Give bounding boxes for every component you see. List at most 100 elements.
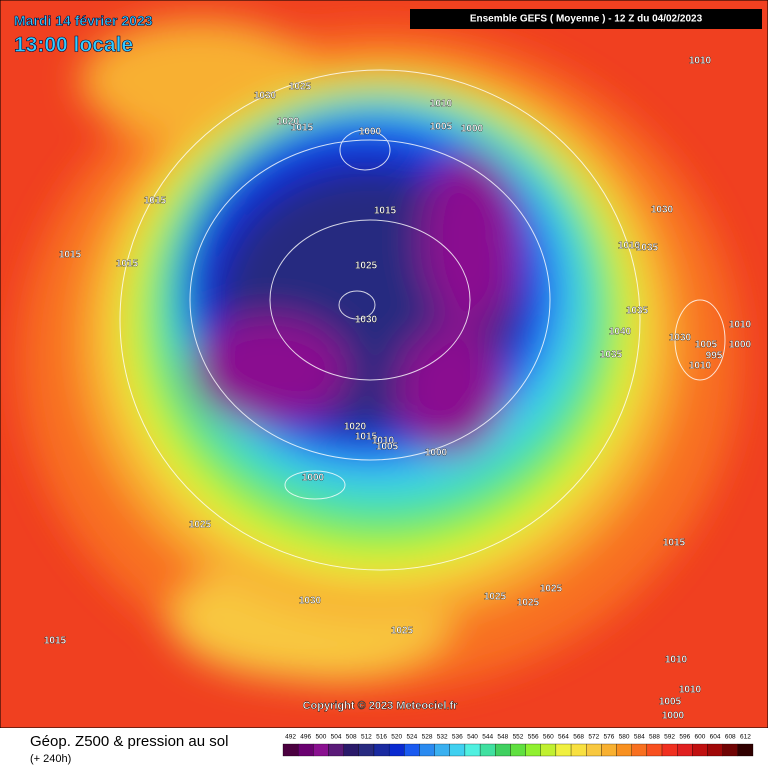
legend-value: 600 <box>695 734 706 741</box>
legend-value: 588 <box>649 734 660 741</box>
legend-value: 500 <box>315 734 326 741</box>
isobar-label: 1015 <box>44 636 67 647</box>
isobar-label: 1005 <box>430 122 453 133</box>
isobar-label: 1035 <box>636 243 659 254</box>
isobar-label: 1030 <box>669 333 692 344</box>
isobar-label: 1035 <box>626 306 649 317</box>
legend-swatch <box>510 743 526 757</box>
legend-swatch <box>525 743 541 757</box>
legend-value: 560 <box>543 734 554 741</box>
footer-lead: (+ 240h) <box>30 753 71 765</box>
isobar-label: 1010 <box>689 56 712 67</box>
legend-value: 548 <box>497 734 508 741</box>
isobar-label: 1015 <box>59 250 82 261</box>
legend-swatch <box>631 743 648 757</box>
legend-swatch <box>328 743 344 757</box>
isobar-label: 1000 <box>302 473 325 484</box>
legend: 492 496 500 504 508 512 516 520 524 528 532 536 540 5… <box>282 734 754 757</box>
isobar-label: 1000 <box>425 448 448 459</box>
legend-swatch <box>373 743 390 757</box>
legend-swatch <box>646 743 663 757</box>
isobar-label: 1015 <box>291 123 314 134</box>
legend-value: 544 <box>482 734 493 741</box>
legend-value: 540 <box>467 734 478 741</box>
legend-swatch <box>737 743 754 757</box>
isobar-label: 1025 <box>189 520 212 531</box>
isobar-label: 1015 <box>144 196 167 207</box>
isobar-label: 1025 <box>355 261 378 272</box>
isobar-label: 1000 <box>359 127 382 138</box>
isobar-label: 1020 <box>277 117 300 128</box>
isobar-label: 1030 <box>299 596 322 607</box>
model-box <box>410 9 762 29</box>
legend-value: 492 <box>285 734 296 741</box>
legend-swatch <box>282 743 299 757</box>
legend-swatch <box>404 743 420 757</box>
isobar-label: 1035 <box>600 350 623 361</box>
legend-swatch <box>555 743 572 757</box>
isobar-label: 1025 <box>517 598 540 609</box>
footer-title: Géop. Z500 & pression au sol <box>30 733 228 750</box>
isobar-label: 1025 <box>289 82 312 93</box>
isobar-label: 1030 <box>355 315 378 326</box>
isobar-label: 1025 <box>391 626 414 637</box>
legend-value: 576 <box>604 734 615 741</box>
legend-swatch <box>586 743 602 757</box>
isobar-label: 1015 <box>355 432 378 443</box>
legend-value: 592 <box>664 734 675 741</box>
isobar-label: 1000 <box>662 711 685 722</box>
model-info: Ensemble GEFS ( Moyenne ) - 12 Z du 04/0… <box>470 14 703 25</box>
legend-value: 556 <box>528 734 539 741</box>
isobar-label: 1010 <box>729 320 752 331</box>
isobar-label: 1005 <box>659 697 682 708</box>
legend-value: 516 <box>376 734 387 741</box>
legend-swatch <box>298 743 314 757</box>
legend-swatch <box>388 743 405 757</box>
isobar-label: 1010 <box>689 361 712 372</box>
legend-swatch <box>616 743 632 757</box>
isobar-label: 1010 <box>679 685 702 696</box>
isobar-label: 1000 <box>461 124 484 135</box>
legend-value: 508 <box>346 734 357 741</box>
isobar-label: 1010 <box>372 436 395 447</box>
legend-swatch <box>358 743 375 757</box>
legend-swatch <box>722 743 738 757</box>
legend-swatch <box>313 743 329 757</box>
legend-swatch <box>464 743 481 757</box>
legend-swatch <box>692 743 708 757</box>
copyright: Copyright © 2023 Meteociel.fr <box>303 700 459 712</box>
legend-value: 612 <box>740 734 751 741</box>
map-field <box>0 0 768 729</box>
isobar-label: 1030 <box>651 205 674 216</box>
legend-value: 596 <box>679 734 690 741</box>
legend-swatch <box>540 743 557 757</box>
isobar-label: 1005 <box>376 442 399 453</box>
legend-value: 520 <box>391 734 402 741</box>
isobar-label: 1010 <box>665 655 688 666</box>
legend-value: 604 <box>710 734 721 741</box>
isobar-label: 1015 <box>116 259 139 270</box>
legend-value: 512 <box>361 734 372 741</box>
isobar-label: 1040 <box>609 327 632 338</box>
legend-swatch <box>570 743 587 757</box>
isobar-label: 1015 <box>374 206 397 217</box>
legend-swatch <box>419 743 435 757</box>
legend-value: 584 <box>634 734 645 741</box>
legend-swatch <box>677 743 693 757</box>
isobar-label: 1025 <box>484 592 507 603</box>
legend-value: 504 <box>331 734 342 741</box>
legend-value: 524 <box>406 734 417 741</box>
isobar-label: 1000 <box>729 340 752 351</box>
legend-value: 568 <box>573 734 584 741</box>
legend-value: 536 <box>452 734 463 741</box>
legend-swatch <box>449 743 466 757</box>
legend-value: 552 <box>513 734 524 741</box>
legend-swatch <box>434 743 450 757</box>
legend-value: 580 <box>619 734 630 741</box>
time: 13:00 locale <box>14 34 133 57</box>
legend-swatch <box>707 743 723 757</box>
legend-swatch <box>495 743 511 757</box>
legend-value: 528 <box>422 734 433 741</box>
